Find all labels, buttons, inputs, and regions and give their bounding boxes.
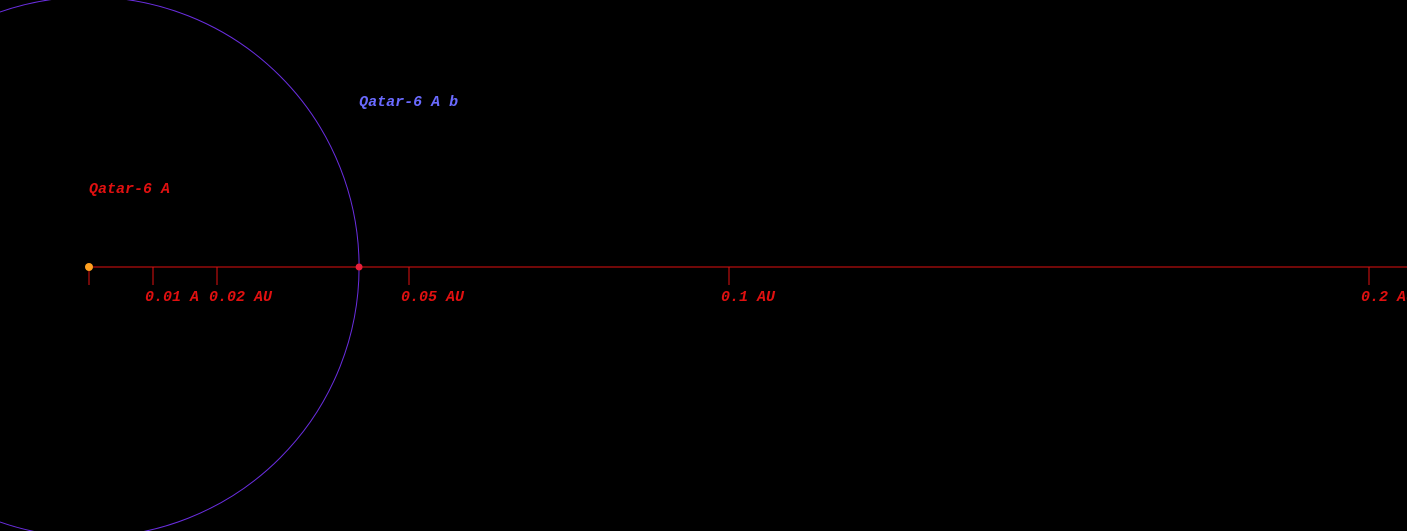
scale-tick-label: 0.1 AU: [721, 289, 776, 306]
planet-label: Qatar-6 A b: [359, 94, 458, 111]
planet: [355, 263, 363, 271]
scale-tick-label: 0.01 A: [145, 289, 199, 306]
star: [85, 263, 93, 271]
star-label: Qatar-6 A: [89, 181, 170, 198]
scale-tick-label: 0.02 AU: [209, 289, 273, 306]
scale-tick-label: 0.2 AU: [1361, 289, 1407, 306]
scale-tick-label: 0.05 AU: [401, 289, 465, 306]
